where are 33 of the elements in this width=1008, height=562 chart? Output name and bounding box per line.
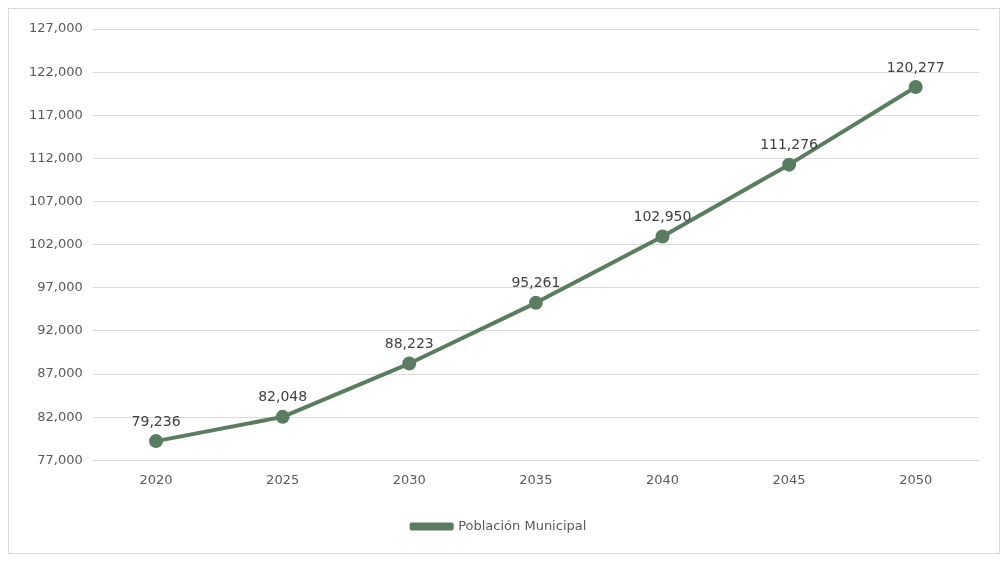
point xyxy=(908,80,923,95)
point xyxy=(655,229,670,244)
y-tick-label: 87,000 xyxy=(37,365,83,381)
y-tick-label: 97,000 xyxy=(37,279,83,295)
y-tick-label: 117,000 xyxy=(28,106,83,122)
y-tick-label: 82,000 xyxy=(37,408,83,424)
x-tick-label: 2040 xyxy=(645,471,680,487)
y-tick-label: 122,000 xyxy=(28,63,83,79)
y-tick-label: 77,000 xyxy=(37,451,83,467)
y-tick-label: 92,000 xyxy=(37,322,83,338)
x-tick-label: 2020 xyxy=(139,471,173,487)
x-tick-label: 2030 xyxy=(392,471,426,487)
point xyxy=(528,295,543,310)
x-tick-label: 2045 xyxy=(772,471,806,487)
y-tick-label: 127,000 xyxy=(28,20,83,36)
x-tick-label: 2035 xyxy=(519,471,553,487)
y-tick-label: 107,000 xyxy=(28,192,83,208)
legend-label: Población Municipal xyxy=(458,517,587,533)
data-label: 95,261 xyxy=(511,274,561,291)
y-tick-label: 112,000 xyxy=(28,149,83,165)
x-tick-label: 2050 xyxy=(899,471,933,487)
point xyxy=(149,434,164,449)
data-label: 79,236 xyxy=(131,412,181,429)
point xyxy=(402,356,417,371)
point xyxy=(782,157,797,172)
data-label: 111,276 xyxy=(760,136,819,153)
data-label: 82,048 xyxy=(258,388,308,405)
x-tick-label: 2025 xyxy=(266,471,300,487)
data-label: 88,223 xyxy=(384,335,434,352)
data-label: 120,277 xyxy=(886,58,945,75)
data-label: 102,950 xyxy=(633,208,692,225)
y-tick-label: 102,000 xyxy=(28,236,83,252)
point xyxy=(275,409,290,424)
